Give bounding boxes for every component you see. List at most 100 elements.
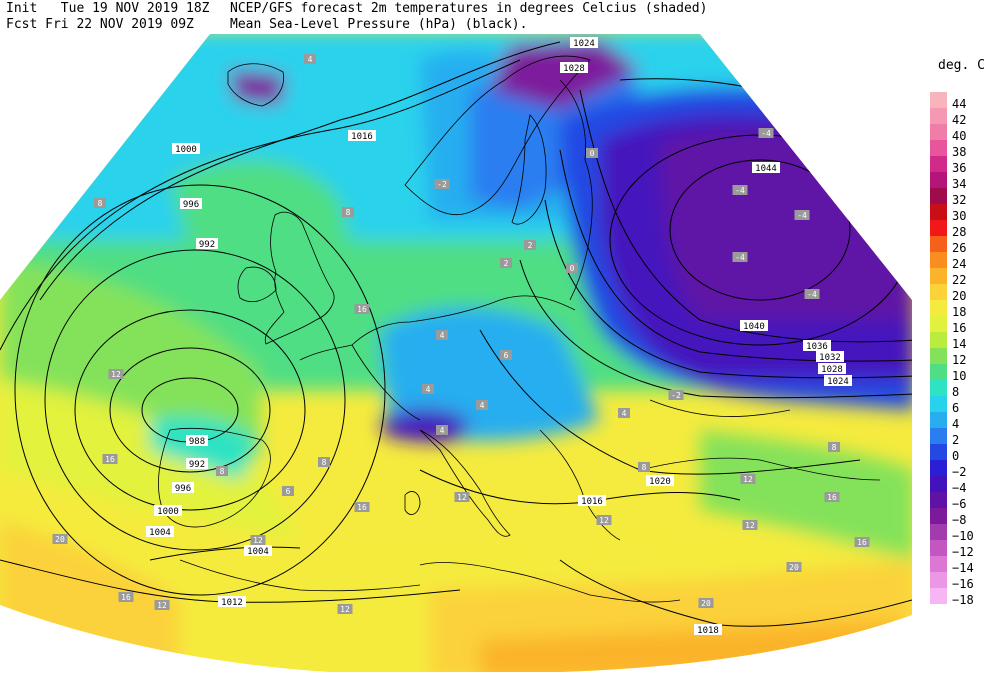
- svg-text:4: 4: [622, 409, 627, 418]
- legend-label: 16: [952, 321, 967, 335]
- legend-label: 22: [952, 273, 967, 287]
- temp-label: -2: [434, 179, 450, 189]
- legend-item: 30: [930, 204, 1000, 223]
- svg-text:1018: 1018: [697, 626, 719, 636]
- svg-text:-2: -2: [437, 180, 447, 189]
- legend-label: −6: [952, 497, 967, 511]
- legend-item: −12: [930, 540, 1000, 558]
- svg-text:1016: 1016: [351, 132, 373, 142]
- temp-label: 2: [524, 240, 536, 250]
- legend-item: 44: [930, 92, 1000, 110]
- legend-swatch: [930, 412, 947, 428]
- svg-text:16: 16: [857, 538, 867, 547]
- legend-swatch: [930, 172, 947, 188]
- svg-text:988: 988: [189, 437, 205, 447]
- legend-item: 10: [930, 364, 1000, 382]
- legend-swatch: [930, 476, 947, 492]
- legend-item: 6: [930, 396, 1000, 414]
- temp-label: 0: [586, 148, 598, 158]
- legend-swatch: [930, 508, 947, 524]
- legend-label: 30: [952, 209, 967, 223]
- svg-text:20: 20: [55, 535, 65, 544]
- svg-text:8: 8: [832, 443, 837, 452]
- legend-item: −16: [930, 572, 1000, 590]
- temp-label: 8: [216, 466, 228, 476]
- legend-item: 22: [930, 268, 1000, 287]
- legend-item: −8: [930, 508, 1000, 526]
- legend-item: 24: [930, 252, 1000, 271]
- legend-item: 4: [930, 412, 1000, 430]
- svg-text:992: 992: [199, 240, 215, 250]
- svg-text:8: 8: [346, 208, 351, 217]
- legend-label: 18: [952, 305, 967, 319]
- init-value: Tue 19 NOV 2019 18Z: [60, 1, 210, 16]
- isobar-label: 1040: [740, 320, 768, 332]
- isobar-label: 1004: [244, 545, 272, 557]
- temp-label: 12: [337, 604, 353, 614]
- temp-label: 16: [824, 492, 840, 502]
- temp-label: 20: [52, 534, 68, 544]
- isobar-label: 1004: [146, 526, 174, 538]
- fcst-value: Fri 22 NOV 2019 09Z: [45, 17, 194, 32]
- coastlines: [158, 55, 881, 603]
- svg-text:996: 996: [183, 200, 199, 210]
- isobar-label: 996: [180, 198, 202, 210]
- legend-item: 0: [930, 444, 1000, 462]
- svg-text:0: 0: [590, 149, 595, 158]
- isobar-label: 1028: [560, 62, 588, 74]
- temp-label: 0: [566, 263, 578, 273]
- svg-text:16: 16: [827, 493, 837, 502]
- svg-text:1028: 1028: [821, 365, 843, 375]
- legend-label: 26: [952, 241, 967, 255]
- temp-label: 8: [828, 442, 840, 452]
- svg-text:1032: 1032: [819, 353, 841, 363]
- svg-text:16: 16: [121, 593, 131, 602]
- legend-swatch: [930, 396, 947, 412]
- legend-swatch: [930, 236, 947, 252]
- color-legend: 44 42 40 38 36 34 32 30 28 26 24 22 20 18 16 14 12 10 8 6 4 2…: [930, 92, 1000, 606]
- svg-text:-2: -2: [671, 391, 681, 400]
- legend-swatch: [930, 444, 947, 460]
- temp-label: 16: [102, 454, 118, 464]
- legend-item: −10: [930, 524, 1000, 543]
- svg-text:1000: 1000: [157, 507, 179, 517]
- legend-label: 28: [952, 225, 967, 239]
- isobar-label: 1020: [646, 475, 674, 487]
- legend-item: 2: [930, 428, 1000, 446]
- temp-label: 2: [500, 258, 512, 268]
- temp-label: 4: [618, 408, 630, 418]
- temperature-labels: 4 8 8 -4 -4 -4 -4 -4 0 4 12 4 16 12 20 1…: [52, 54, 870, 614]
- legend-label: 34: [952, 177, 967, 191]
- temp-label: 4: [304, 54, 316, 64]
- temp-label: 20: [698, 598, 714, 608]
- legend-item: −18: [930, 588, 1000, 606]
- svg-text:4: 4: [426, 385, 431, 394]
- legend-item: 42: [930, 108, 1000, 127]
- legend-swatch: [930, 220, 947, 236]
- svg-text:1020: 1020: [649, 477, 671, 487]
- svg-text:8: 8: [98, 199, 103, 208]
- svg-text:6: 6: [504, 351, 509, 360]
- isobar-label: 1000: [154, 505, 182, 517]
- legend-swatch: [930, 188, 947, 204]
- svg-text:8: 8: [322, 458, 327, 467]
- legend-label: −10: [952, 529, 974, 543]
- temp-label: 8: [318, 457, 330, 467]
- legend-swatch: [930, 92, 947, 108]
- svg-text:1028: 1028: [563, 64, 585, 74]
- legend-swatch: [930, 428, 947, 444]
- temp-label: 16: [854, 537, 870, 547]
- isobar-label: 1000: [172, 143, 200, 155]
- temp-label: 20: [786, 562, 802, 572]
- svg-text:2: 2: [528, 241, 533, 250]
- svg-text:12: 12: [340, 605, 350, 614]
- temp-label: 16: [118, 592, 134, 602]
- svg-text:20: 20: [701, 599, 711, 608]
- svg-text:12: 12: [743, 475, 753, 484]
- svg-text:1016: 1016: [581, 497, 603, 507]
- temp-label: 4: [476, 400, 488, 410]
- legend-label: 24: [952, 257, 967, 271]
- legend-label: 42: [952, 113, 967, 127]
- isobar-label: 1032: [816, 351, 844, 363]
